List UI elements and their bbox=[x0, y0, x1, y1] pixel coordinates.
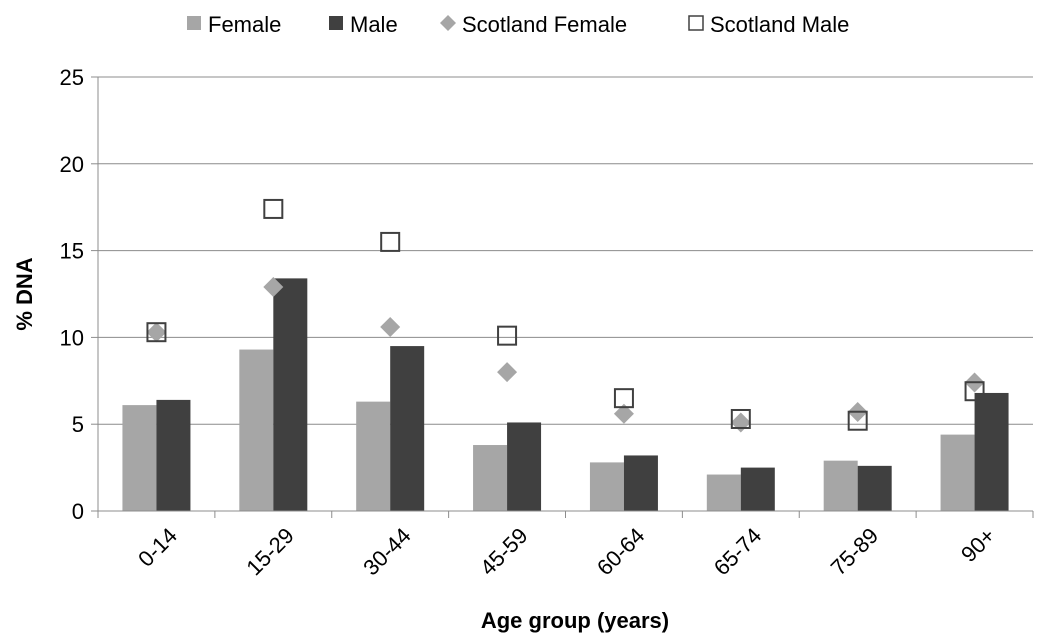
legend-swatch bbox=[187, 16, 201, 30]
marker-diamond bbox=[613, 403, 634, 424]
bar bbox=[273, 278, 308, 511]
bar bbox=[239, 349, 274, 511]
marker-diamond bbox=[380, 316, 401, 337]
y-tick-labels: 0 5 10 15 20 25 bbox=[60, 65, 84, 524]
marker-square bbox=[964, 381, 985, 402]
x-axis-title: Age group (years) bbox=[481, 608, 669, 633]
x-tick-label: 30-44 bbox=[358, 523, 415, 580]
x-tick-labels: 0-14 15-29 30-44 45-59 60-64 65-74 75-89 90+ bbox=[133, 523, 1000, 580]
markers bbox=[146, 198, 985, 433]
y-tick-label: 10 bbox=[60, 325, 84, 350]
bar bbox=[940, 434, 975, 511]
y-tick-label: 0 bbox=[72, 499, 84, 524]
marker-diamond bbox=[263, 277, 284, 298]
x-tick-label: 65-74 bbox=[709, 523, 766, 580]
y-axis-title: % DNA bbox=[12, 257, 37, 330]
legend-label: Male bbox=[350, 12, 398, 37]
bar bbox=[589, 462, 624, 511]
marker-square bbox=[613, 388, 634, 409]
axes bbox=[91, 76, 1034, 518]
bar bbox=[390, 346, 425, 511]
marker-square bbox=[380, 231, 401, 252]
legend-swatch bbox=[688, 15, 704, 31]
bars bbox=[122, 278, 1009, 511]
y-tick-label: 25 bbox=[60, 65, 84, 90]
y-tick-label: 5 bbox=[72, 412, 84, 437]
x-tick-label: 0-14 bbox=[133, 523, 182, 572]
bar bbox=[623, 455, 658, 511]
bar bbox=[706, 474, 741, 511]
gridlines bbox=[98, 76, 1033, 425]
bar bbox=[356, 401, 391, 511]
bar bbox=[473, 445, 508, 511]
bar bbox=[857, 465, 892, 511]
x-tick-label: 60-64 bbox=[592, 523, 649, 580]
legend-label: Scotland Male bbox=[710, 12, 849, 37]
y-tick-label: 20 bbox=[60, 152, 84, 177]
legend-swatch bbox=[440, 15, 456, 31]
bar bbox=[823, 460, 858, 511]
legend-swatch bbox=[329, 16, 343, 30]
y-tick-label: 15 bbox=[60, 239, 84, 264]
x-tick-label: 45-59 bbox=[475, 523, 532, 580]
marker-square bbox=[497, 325, 518, 346]
legend-label: Scotland Female bbox=[462, 12, 627, 37]
bar bbox=[507, 422, 542, 511]
marker-diamond bbox=[730, 412, 751, 433]
marker-square bbox=[146, 322, 167, 343]
x-tick-label: 75-89 bbox=[826, 523, 883, 580]
bar bbox=[974, 392, 1009, 511]
marker-square bbox=[730, 408, 751, 429]
legend-label: Female bbox=[208, 12, 281, 37]
marker-diamond bbox=[497, 362, 518, 383]
bar bbox=[156, 399, 191, 511]
marker-diamond bbox=[146, 322, 167, 343]
x-tick-label: 15-29 bbox=[241, 523, 298, 580]
bar bbox=[740, 467, 775, 511]
marker-square bbox=[263, 198, 284, 219]
marker-square bbox=[847, 410, 868, 431]
x-tick-label: 90+ bbox=[956, 523, 1000, 567]
legend: Female Male Scotland Female Scotland Male bbox=[187, 12, 849, 37]
bar bbox=[122, 405, 157, 511]
